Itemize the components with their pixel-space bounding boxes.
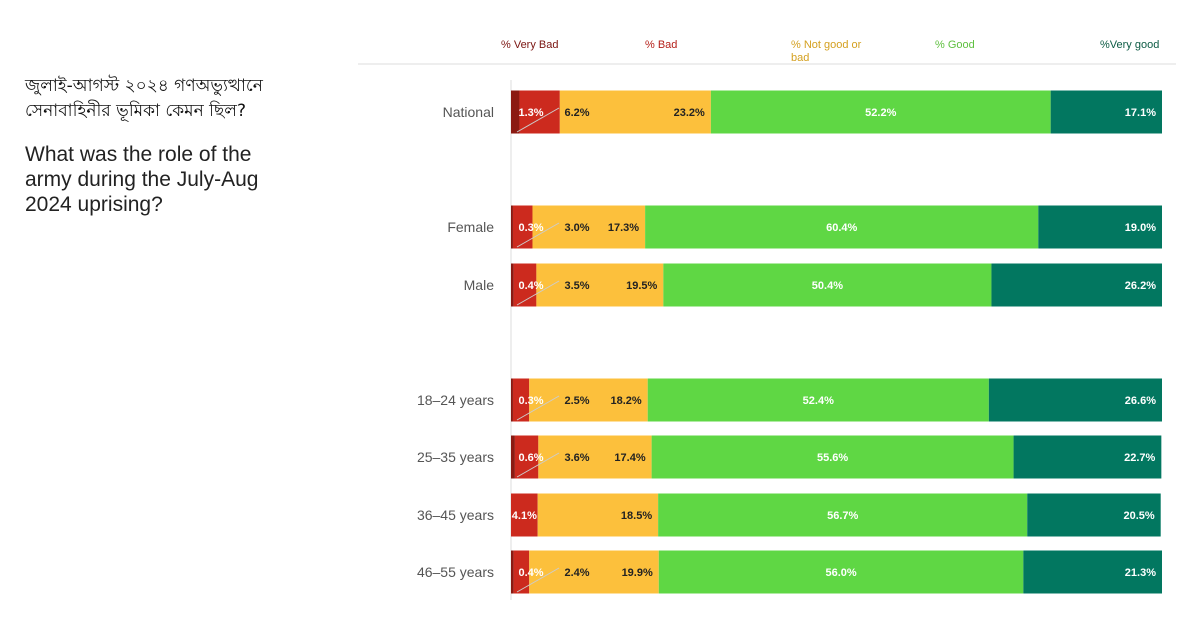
data-label: 26.2% [1125,280,1156,292]
bar-segment [511,378,513,422]
leader-line [516,395,560,421]
bar-segment [511,90,520,134]
bar-segment [1050,90,1162,134]
bar-segment [511,435,515,479]
data-label: 56.7% [827,510,858,522]
data-label: 56.0% [825,567,856,579]
data-label: 18.2% [611,395,642,407]
data-label: 1.3% [518,107,543,119]
category-label: National [443,104,494,120]
bar-segment [529,550,659,594]
category-label: 18–24 years [417,392,494,408]
data-label: 18.5% [621,510,652,522]
data-label: 6.2% [564,107,589,119]
bar-segment [513,550,530,594]
bar-segment [512,378,530,422]
legend-label: % Very Bad [501,39,558,51]
data-label: 3.6% [564,452,589,464]
bar-segment [511,550,514,594]
data-label: 4.1% [512,510,537,522]
bar-segment [1027,493,1161,537]
category-label: 25–35 years [417,449,494,465]
bar-segment [658,550,1024,594]
data-label: 50.4% [812,280,843,292]
data-label: 17.1% [1125,107,1156,119]
bar-segment [511,263,514,307]
legend-label: % Not good or [791,39,862,51]
bar-segment [988,378,1162,422]
data-label: 19.0% [1125,222,1156,234]
data-label: 2.4% [564,567,589,579]
bar-segment [1038,205,1162,249]
data-label: 0.6% [518,452,543,464]
data-label: 55.6% [817,452,848,464]
data-label: 3.0% [564,222,589,234]
data-label: 60.4% [826,222,857,234]
bar-segment [645,205,1039,249]
bar-segment [529,378,648,422]
data-label: 19.9% [622,567,653,579]
data-label: 26.6% [1125,395,1156,407]
bar-segment [511,205,513,249]
data-label: 20.5% [1123,510,1154,522]
bar-segment [559,90,711,134]
leader-line [516,567,560,593]
data-label: 0.4% [518,280,543,292]
data-label: 22.7% [1124,452,1155,464]
bar-segment [651,435,1014,479]
data-label: 23.2% [674,107,705,119]
bar-segment [658,493,1028,537]
data-label: 3.5% [564,280,589,292]
bar-segment [512,205,533,249]
leader-line [516,107,560,133]
bar-segment [536,263,664,307]
chart-title-bengali: জুলাই-আগস্ট ২০২৪ গণঅভ্যুত্থানে সেনাবাহিন… [25,76,263,121]
bar-segment [991,263,1162,307]
category-label: Male [464,277,495,293]
data-label: 52.4% [803,395,834,407]
data-label: 0.3% [518,222,543,234]
data-label: 17.3% [608,222,639,234]
bar-segment [511,493,538,537]
category-label: Female [447,219,494,235]
bar-segment [1023,550,1162,594]
bar-segment [537,493,659,537]
chart-title-english: What was the role of the army during the… [25,143,259,216]
bar-segment [513,263,537,307]
bar-segment [647,378,989,422]
legend-label: bad [791,52,809,64]
data-label: 52.2% [865,107,896,119]
data-label: 17.4% [614,452,645,464]
data-label: 0.3% [518,395,543,407]
bar-segment [1013,435,1162,479]
bar-segment [538,435,652,479]
leader-line [516,222,560,248]
data-label: 21.3% [1125,567,1156,579]
category-label: 46–55 years [417,564,494,580]
category-label: 36–45 years [417,507,494,523]
legend-label: %Very good [1100,39,1159,51]
data-label: 19.5% [626,280,657,292]
data-label: 0.4% [518,567,543,579]
bar-segment [663,263,992,307]
leader-line [516,452,560,478]
legend-label: % Good [935,39,975,51]
legend-label: % Bad [645,39,677,51]
bar-segment [710,90,1051,134]
data-label: 2.5% [564,395,589,407]
leader-line [516,280,560,306]
